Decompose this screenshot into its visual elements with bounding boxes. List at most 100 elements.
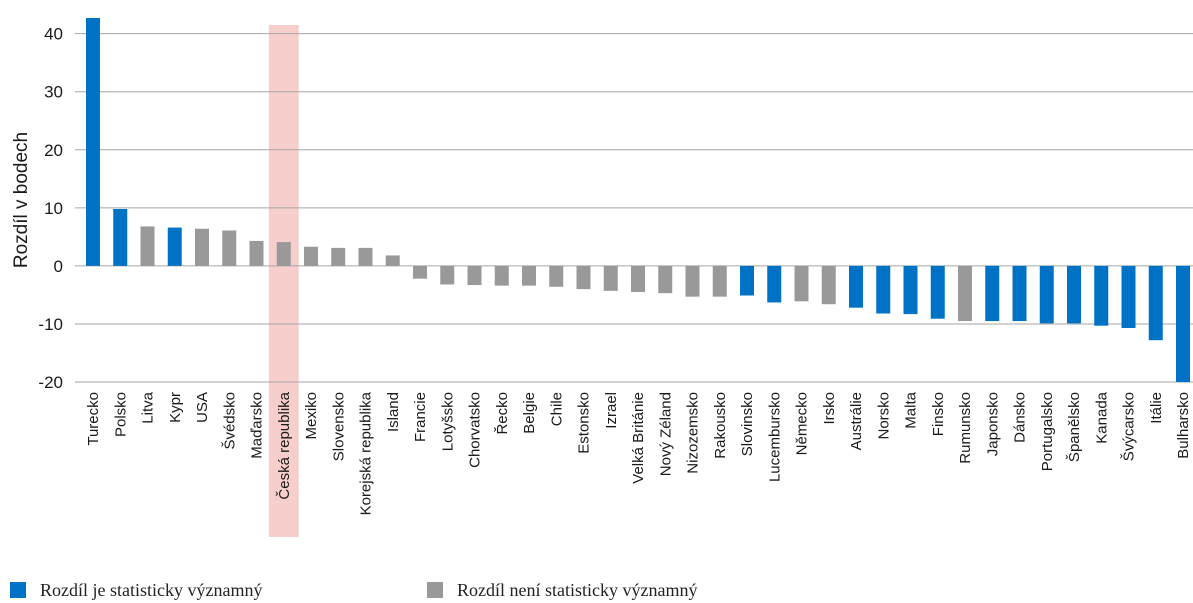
bar [1012,265,1027,322]
bar [276,242,291,266]
bar [549,265,564,287]
bar [603,265,618,291]
y-tick-label: 30 [44,83,63,102]
x-tick-label: Izrael [603,392,620,429]
x-tick-label: Švédsko [221,392,238,450]
y-tick-label: 10 [44,199,63,218]
bar [167,227,182,266]
x-tick-label: Chorvatsko [467,392,484,468]
x-tick-label: Dánsko [1012,392,1029,443]
x-tick-label: Chile [548,392,565,426]
bar [222,230,237,266]
bar [930,265,945,319]
legend-label-significant: Rozdíl je statisticky významný [40,579,263,600]
y-tick-labels: 40 30 20 10 0 -10 -20 [38,25,63,392]
x-tick-label: Řecko [494,392,511,435]
bar [740,265,754,296]
bar [358,247,373,266]
y-tick-label: 40 [44,25,63,44]
bar [876,265,891,314]
legend-significant: Rozdíl je statisticky významný [10,580,262,600]
x-tick-label: Bulharsko [1175,392,1192,459]
y-tick-label: 0 [54,257,63,276]
x-tick-label: Island [385,392,402,432]
grid-layer [75,33,1193,383]
bar [576,265,591,290]
bar [985,265,1000,322]
x-tick-label: Irsko [821,392,838,425]
bar [1148,265,1163,341]
x-tick-label: Rumunsko [957,392,974,464]
bar [1176,265,1190,382]
x-tick-label: Austrálie [848,392,865,450]
bar [467,265,482,286]
bar [195,228,209,266]
bar [849,265,863,308]
x-tick-label: Německo [794,392,811,455]
x-tick-label: Kypr [167,392,184,423]
highlight-band [268,25,299,537]
bar [249,240,264,266]
x-tick-label: Lucembursko [766,392,783,482]
legend-label-not-significant: Rozdíl není statisticky významný [457,579,698,600]
x-tick-label: Itálie [1148,392,1165,424]
y-tick-label: -20 [38,373,63,392]
bar [113,208,128,266]
bar [413,265,427,279]
x-tick-label: Česká republika [276,391,293,499]
legend-not-significant: Rozdíl není statisticky významný [427,580,697,600]
x-tick-label: Mexiko [303,392,320,440]
x-tick-label: Španělsko [1066,392,1083,462]
x-tick-label: Nový Zéland [657,392,674,476]
x-tick-label: Finsko [930,392,947,436]
x-tick-label: Maďarsko [249,392,266,459]
legend-swatch-significant [10,582,26,598]
bar [304,246,318,266]
x-tick-label: Korejská republika [358,391,375,515]
bar [712,265,727,297]
y-axis-label: Rozdíl v bodech [11,132,32,268]
bar [1121,265,1136,329]
x-tick-labels: Turecko Polsko Litva Kypr USA Švédsko Maďarsko… [85,391,1192,515]
bar [1039,265,1054,324]
x-tick-label: Litva [140,391,157,423]
x-tick-label: Estonsko [576,392,593,454]
bar [140,226,155,266]
x-tick-label: Malta [903,391,920,428]
y-tick-label: -10 [38,315,63,334]
x-tick-label: Japonsko [984,392,1001,456]
x-tick-label: Lotyšsko [439,392,456,451]
bars-layer [86,18,1190,382]
bar [631,265,645,293]
x-tick-label: USA [194,392,211,423]
x-tick-label: Norsko [875,392,892,440]
x-tick-label: Rakousko [712,392,729,459]
bar [494,265,509,286]
x-tick-label: Velká Británie [630,392,647,484]
x-tick-label: Belgie [521,392,538,434]
bar [385,255,400,266]
y-tick-label: 20 [44,141,63,160]
bar [331,247,346,266]
x-tick-label: Francie [412,392,429,442]
bar [440,265,455,285]
x-tick-label: Slovinsko [739,392,756,456]
bar [903,265,918,315]
bar [794,265,809,302]
legend-swatch-not-significant [427,582,443,598]
highlight-layer [268,25,299,537]
bar [767,265,782,303]
bar [821,265,836,305]
x-tick-label: Nizozemsko [685,392,702,474]
bar [1067,265,1081,324]
bar [685,265,700,297]
bar [86,18,100,266]
bar [522,265,536,286]
x-tick-label: Švýcarsko [1121,392,1138,461]
bar [658,265,673,294]
bar [1094,265,1109,326]
x-tick-label: Polsko [112,392,129,437]
x-tick-label: Slovensko [330,392,347,461]
bar [958,265,972,322]
